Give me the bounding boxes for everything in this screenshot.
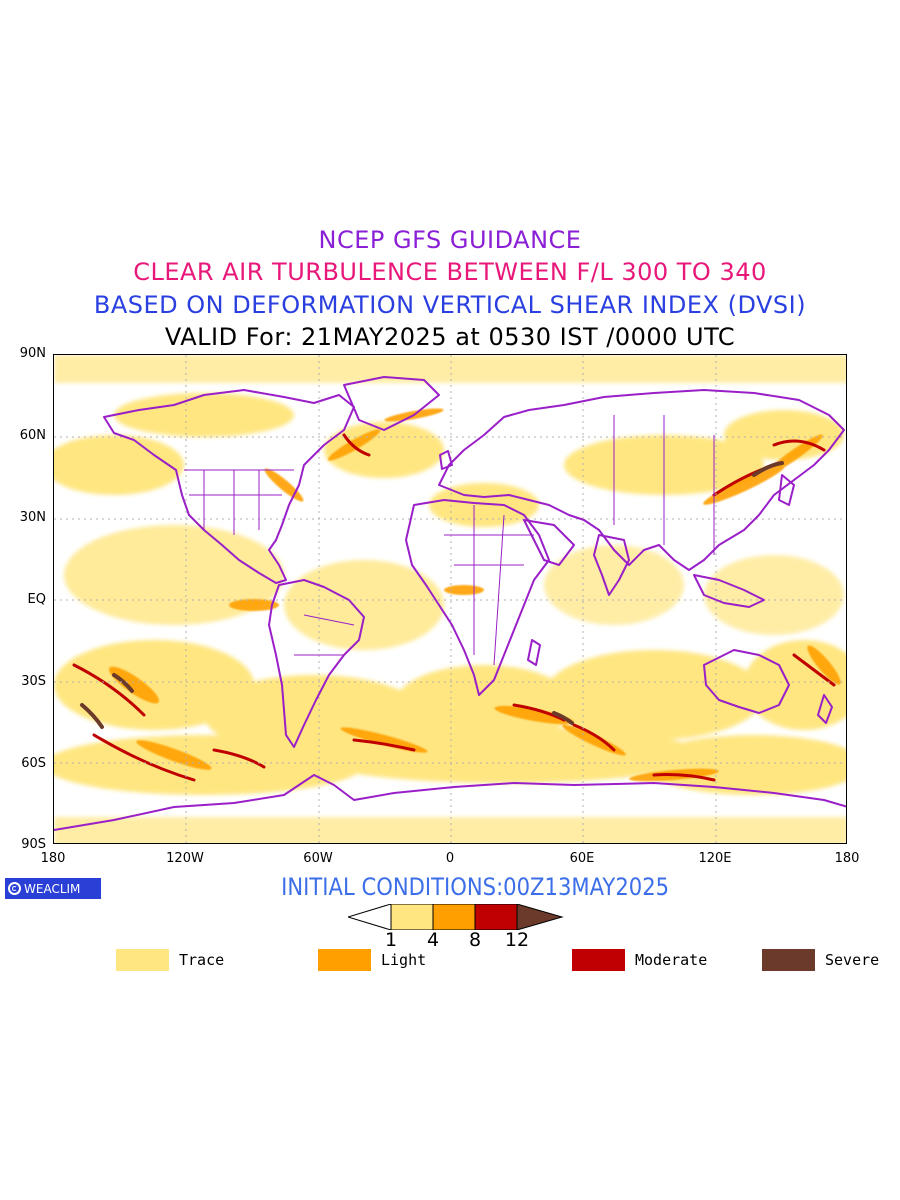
legend-light-swatch bbox=[318, 949, 371, 971]
lat-label-30n: 30N bbox=[19, 510, 46, 525]
uk-outline bbox=[439, 450, 453, 470]
lat-label-90n: 90N bbox=[19, 346, 46, 361]
south-america-outline bbox=[268, 579, 365, 748]
initial-conditions: INITIAL CONDITIONS:00Z13MAY2025 bbox=[281, 873, 670, 901]
europe-asia-outline bbox=[438, 389, 845, 571]
map-canvas bbox=[54, 355, 846, 843]
lon-label-60w: 60W bbox=[303, 851, 333, 866]
colorbar-below-triangle bbox=[348, 904, 392, 930]
japan-outline bbox=[778, 474, 795, 506]
legend-moderate-swatch bbox=[572, 949, 625, 971]
lat-lon-grid bbox=[54, 355, 846, 843]
weaclim-logo-icon bbox=[8, 882, 21, 895]
legend-severe: Severe bbox=[762, 949, 879, 971]
colorbar-light-box bbox=[432, 904, 476, 930]
coastlines bbox=[54, 376, 846, 831]
colorbar-level-1: 1 bbox=[384, 929, 398, 951]
moderate-field bbox=[72, 433, 836, 782]
valid-time-line: VALID For: 21MAY2025 at 0530 IST /0000 U… bbox=[164, 323, 736, 351]
africa-outline bbox=[405, 499, 550, 696]
title-line-1: NCEP GFS GUIDANCE bbox=[318, 226, 582, 254]
lon-label-180w: 180 bbox=[40, 851, 66, 866]
colorbar-level-4: 4 bbox=[426, 929, 440, 951]
colorbar-level-8: 8 bbox=[468, 929, 482, 951]
legend-severe-swatch bbox=[762, 949, 815, 971]
legend-moderate-label: Moderate bbox=[635, 951, 708, 969]
antarctica-outline bbox=[54, 774, 846, 831]
greenland-outline bbox=[343, 376, 440, 431]
new-zealand-outline bbox=[817, 694, 833, 724]
colorbar-level-12: 12 bbox=[504, 929, 530, 951]
india-outline bbox=[593, 534, 630, 596]
north-america-outline bbox=[103, 389, 355, 584]
title-line-2: CLEAR AIR TURBULENCE BETWEEN F/L 300 TO … bbox=[133, 258, 767, 286]
legend-trace-swatch bbox=[116, 949, 169, 971]
title-line-3: BASED ON DEFORMATION VERTICAL SHEAR INDE… bbox=[93, 291, 807, 319]
arabia-outline bbox=[523, 519, 575, 566]
lat-label-60n: 60N bbox=[19, 428, 46, 443]
legend-light: Light bbox=[318, 949, 426, 971]
severe-field bbox=[80, 461, 784, 729]
australia-outline bbox=[703, 649, 790, 714]
legend-trace-label: Trace bbox=[179, 951, 225, 969]
lon-label-120w: 120W bbox=[166, 851, 204, 866]
colorbar-severe-triangle bbox=[516, 904, 564, 930]
country-borders bbox=[184, 415, 715, 666]
lon-label-180e: 180 bbox=[834, 851, 860, 866]
legend-severe-label: Severe bbox=[825, 951, 880, 969]
lat-label-60s: 60S bbox=[21, 756, 46, 771]
colorbar-moderate-box bbox=[474, 904, 518, 930]
weaclim-label: WEACLIM bbox=[24, 881, 81, 896]
weaclim-badge: WEACLIM bbox=[5, 878, 101, 899]
legend-light-label: Light bbox=[381, 951, 427, 969]
lat-label-90s: 90S bbox=[21, 837, 46, 852]
lon-label-60e: 60E bbox=[569, 851, 595, 866]
colorbar-trace-box bbox=[390, 904, 434, 930]
madagascar-outline bbox=[527, 639, 541, 666]
lat-label-30s: 30S bbox=[21, 674, 46, 689]
lon-label-0: 0 bbox=[445, 851, 455, 866]
legend-trace: Trace bbox=[116, 949, 224, 971]
turbulence-map bbox=[53, 354, 847, 844]
southeast-asia-islands-outline bbox=[693, 574, 765, 608]
colorbar bbox=[348, 904, 564, 930]
legend-moderate: Moderate bbox=[572, 949, 707, 971]
lon-label-120e: 120E bbox=[698, 851, 732, 866]
lat-label-eq: EQ bbox=[27, 592, 46, 607]
